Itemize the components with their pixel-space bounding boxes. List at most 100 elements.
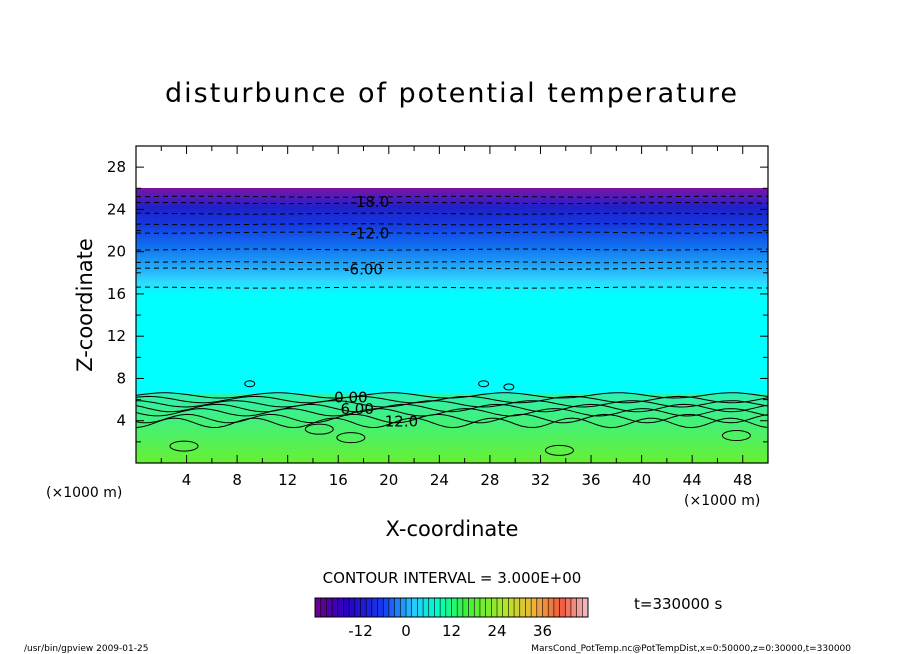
contour-labels: -18.0 -12.0 -6.00 0.006.00 12.0 [334,193,418,431]
contour-negative [136,261,768,264]
time-label: t=330000 s [634,595,722,613]
colorbar-segment [553,598,560,617]
footer-left: /usr/bin/gpview 2009-01-25 [24,644,148,654]
colorbar-segment [332,598,339,617]
positive-band [136,394,768,463]
x-tick-label: 48 [733,471,752,489]
x-tick-label: 8 [232,471,242,489]
colorbar-tick-label: 0 [401,622,411,640]
colorbar-segment [536,598,543,617]
contour-closed [544,444,574,456]
x-tick-labels: 4 8 12 16 20 24 28 32 36 40 44 48 [182,471,752,489]
contour-label: -6.00 [344,261,383,279]
colorbar-segment [440,598,447,617]
contour-positive [136,400,768,408]
colorbar-segment [366,598,373,617]
y-tick-label: 4 [116,412,126,430]
x-tick-label: 4 [182,471,192,489]
colorbar-tick-label: 36 [533,622,552,640]
colorbar-segment [525,598,532,617]
undefined-region [136,146,768,188]
y-tick-label: 24 [107,200,126,218]
y-tick-labels: 4 8 12 16 20 24 28 [107,158,126,430]
x-tick-label: 28 [480,471,499,489]
contour-negative [136,286,768,289]
colorbar [314,598,589,617]
colorbar-segment [320,598,327,617]
colorbar-tick-labels: -12 0 12 24 36 [348,622,552,640]
contour-interval-label: CONTOUR INTERVAL = 3.000E+00 [323,569,582,587]
colorbar-segment [343,598,350,617]
contour-positive [136,417,768,429]
colorbar-segment [434,598,441,617]
colorbar-segment [315,598,322,617]
contour-positive [136,403,768,413]
x-axis-unit: (×1000 m) [684,493,760,509]
contour-label: -12.0 [350,225,389,243]
contour-label: 12.0 [385,413,418,431]
axis-ticks [136,145,769,463]
colorbar-segment [548,598,555,617]
colorbar-segment [349,598,356,617]
colorbar-tick-label: 24 [487,622,506,640]
colorbar-segment [371,598,378,617]
contour-positive [136,395,768,404]
contour-negative [136,212,768,215]
colorbar-segment [377,598,384,617]
colorbar-segment [388,598,396,617]
y-tick-label: 12 [107,327,126,345]
colorbar-segment [468,598,475,617]
colorbar-segment [497,598,504,617]
colorbar-frame [314,597,589,618]
colorbar-tick-label: -12 [348,622,373,640]
colorbar-segment [394,598,401,617]
y-axis-unit: (×1000 m) [46,485,122,501]
plot-frame [135,145,769,464]
y-axis-label: Z-coordinate [73,238,97,372]
contour-closed [478,380,490,388]
contour-negative [136,248,768,251]
contour-lines [136,195,768,456]
y-tick-label: 20 [107,243,126,261]
colorbar-segment [570,598,578,617]
colorbar-segment [519,598,526,617]
contour-closed [169,440,199,452]
colorbar-segment [514,598,521,617]
colorbar-segment [400,598,407,617]
x-tick-label: 44 [683,471,702,489]
x-tick-label: 40 [632,471,651,489]
colorbar-segment [565,598,572,617]
plot-area [136,146,768,463]
colorbar-segment [406,598,413,617]
colorbar-tick-label: 12 [442,622,461,640]
colorbar-segment [559,598,566,617]
zero-band [136,294,768,394]
colorbar-segment [445,598,452,617]
colorbar-segment [411,598,418,617]
x-tick-label: 16 [329,471,348,489]
x-tick-label: 12 [278,471,297,489]
x-tick-label: 20 [379,471,398,489]
y-tick-label: 16 [107,285,126,303]
colorbar-segment [502,598,509,617]
colorbar-segment [337,598,344,617]
colorbar-segment [582,598,589,617]
contour-closed [721,430,751,442]
colorbar-segment [542,598,549,617]
contour-negative [136,267,768,270]
colorbar-segment [474,598,481,617]
colorbar-segment [576,598,583,617]
colorbar-segment [423,598,430,617]
colorbar-segment [508,598,515,617]
footer-right: MarsCond_PotTemp.nc@PotTempDist,x=0:5000… [531,644,851,654]
x-tick-label: 32 [531,471,550,489]
colorbar-segment [326,598,333,617]
contour-positive [136,408,768,417]
contour-label: 6.00 [340,400,373,418]
colorbar-segment [428,598,435,617]
colorbar-segment [457,598,464,617]
x-tick-label: 36 [581,471,600,489]
contour-label: 0.00 [334,388,367,406]
contour-negative [136,223,768,226]
